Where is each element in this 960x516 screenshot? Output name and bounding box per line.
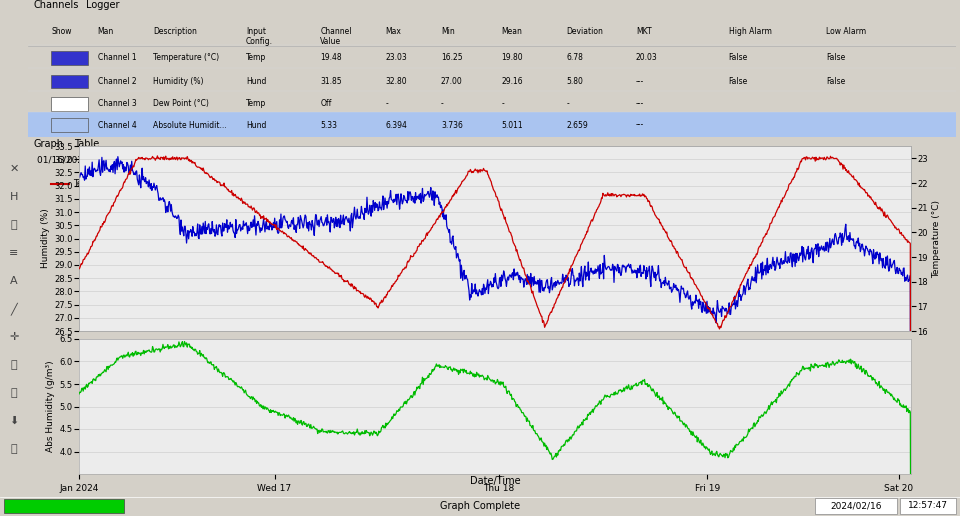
Text: False: False: [729, 77, 748, 86]
Text: Channels: Channels: [34, 0, 80, 10]
Text: ⬇: ⬇: [10, 416, 18, 426]
Text: -: -: [501, 99, 504, 108]
Text: 5.33: 5.33: [321, 121, 337, 130]
Text: False: False: [729, 53, 748, 62]
Text: 6.78: 6.78: [566, 53, 583, 62]
Text: 20.03: 20.03: [636, 53, 658, 62]
Text: High Alarm: High Alarm: [729, 27, 772, 36]
Text: Temp (°C): Temp (°C): [73, 179, 118, 188]
Text: -: -: [566, 99, 569, 108]
Y-axis label: Abs Humidity (g/m³): Abs Humidity (g/m³): [46, 361, 56, 453]
Text: 32.80: 32.80: [385, 77, 407, 86]
Text: False: False: [826, 77, 846, 86]
Text: 📊: 📊: [11, 388, 17, 398]
Text: 🔔: 🔔: [11, 360, 17, 370]
Text: Max: Max: [385, 27, 401, 36]
Text: 6.394: 6.394: [385, 121, 407, 130]
Text: Channel 1: Channel 1: [98, 53, 136, 62]
Bar: [51, 74, 88, 88]
Text: 29.16: 29.16: [501, 77, 523, 86]
Text: -: -: [441, 99, 444, 108]
Text: 27.00: 27.00: [441, 77, 463, 86]
Text: Table: Table: [74, 139, 99, 149]
Text: Humidity (%): Humidity (%): [154, 77, 204, 86]
Text: Channel 3: Channel 3: [98, 99, 136, 108]
Y-axis label: Temperature (°C): Temperature (°C): [932, 200, 941, 278]
Text: -: -: [385, 99, 388, 108]
Bar: [51, 51, 88, 64]
Bar: [815, 498, 897, 514]
Text: 19.80: 19.80: [501, 53, 523, 62]
Text: ✕: ✕: [10, 164, 18, 174]
Text: 2024/02/16: 2024/02/16: [830, 502, 881, 510]
Text: 31.85: 31.85: [321, 77, 342, 86]
Text: 01/16/2024 04:44:49: 01/16/2024 04:44:49: [37, 156, 132, 165]
Text: Show: Show: [51, 27, 72, 36]
Text: Channel 4: Channel 4: [98, 121, 136, 130]
Text: SL64TH - 98BE-1A17-1090: SL64TH - 98BE-1A17-1090: [396, 154, 591, 167]
Text: Channel
Value: Channel Value: [321, 27, 351, 46]
Text: Temp: Temp: [246, 53, 266, 62]
Text: MKT: MKT: [636, 27, 652, 36]
Text: 23.03: 23.03: [385, 53, 407, 62]
Text: Date/Time: Date/Time: [469, 476, 520, 486]
Text: Input
Config.: Input Config.: [246, 27, 273, 46]
Text: ≡: ≡: [10, 248, 18, 258]
Text: False: False: [826, 53, 846, 62]
Text: A: A: [11, 276, 18, 286]
Text: ✛: ✛: [10, 332, 18, 342]
Text: ---: ---: [636, 99, 644, 108]
Text: Graph Complete: Graph Complete: [440, 501, 520, 511]
Text: Off: Off: [321, 99, 332, 108]
Text: Low Alarm: Low Alarm: [826, 27, 866, 36]
Bar: [4, 499, 124, 513]
Text: RH (%): RH (%): [143, 179, 175, 188]
Text: 🖨: 🖨: [11, 444, 17, 454]
Text: 12:57:47: 12:57:47: [908, 502, 948, 510]
Text: 19.48: 19.48: [321, 53, 342, 62]
Text: ---: ---: [636, 77, 644, 86]
Text: 🔍: 🔍: [11, 220, 17, 230]
Text: Deviation: Deviation: [566, 27, 603, 36]
Text: Description: Description: [154, 27, 197, 36]
Text: ---: ---: [636, 121, 644, 130]
Bar: [51, 97, 88, 111]
Text: H: H: [10, 192, 18, 202]
Text: Graph: Graph: [34, 139, 64, 149]
Bar: [900, 498, 956, 514]
Text: 3.736: 3.736: [441, 121, 463, 130]
Text: Logger: Logger: [86, 0, 119, 10]
Text: 5.011: 5.011: [501, 121, 523, 130]
Text: ╱: ╱: [11, 302, 17, 315]
Text: 5.80: 5.80: [566, 77, 583, 86]
Text: Min: Min: [441, 27, 455, 36]
Text: Temp: Temp: [246, 99, 266, 108]
Text: Dew Point (°C): Dew Point (°C): [154, 99, 209, 108]
Text: Man: Man: [98, 27, 114, 36]
Text: Mean: Mean: [501, 27, 522, 36]
Text: 16.25: 16.25: [441, 53, 463, 62]
Text: Hund: Hund: [246, 121, 267, 130]
Bar: [51, 118, 88, 132]
Text: Abs (g/m³): Abs (g/m³): [201, 179, 248, 188]
Text: Channel 2: Channel 2: [98, 77, 136, 86]
Bar: [28, 112, 956, 137]
Y-axis label: Humidity (%): Humidity (%): [41, 208, 50, 268]
Text: 2.659: 2.659: [566, 121, 588, 130]
Text: Temperature (°C): Temperature (°C): [154, 53, 220, 62]
Text: Absolute Humidit...: Absolute Humidit...: [154, 121, 227, 130]
Text: Hund: Hund: [246, 77, 267, 86]
